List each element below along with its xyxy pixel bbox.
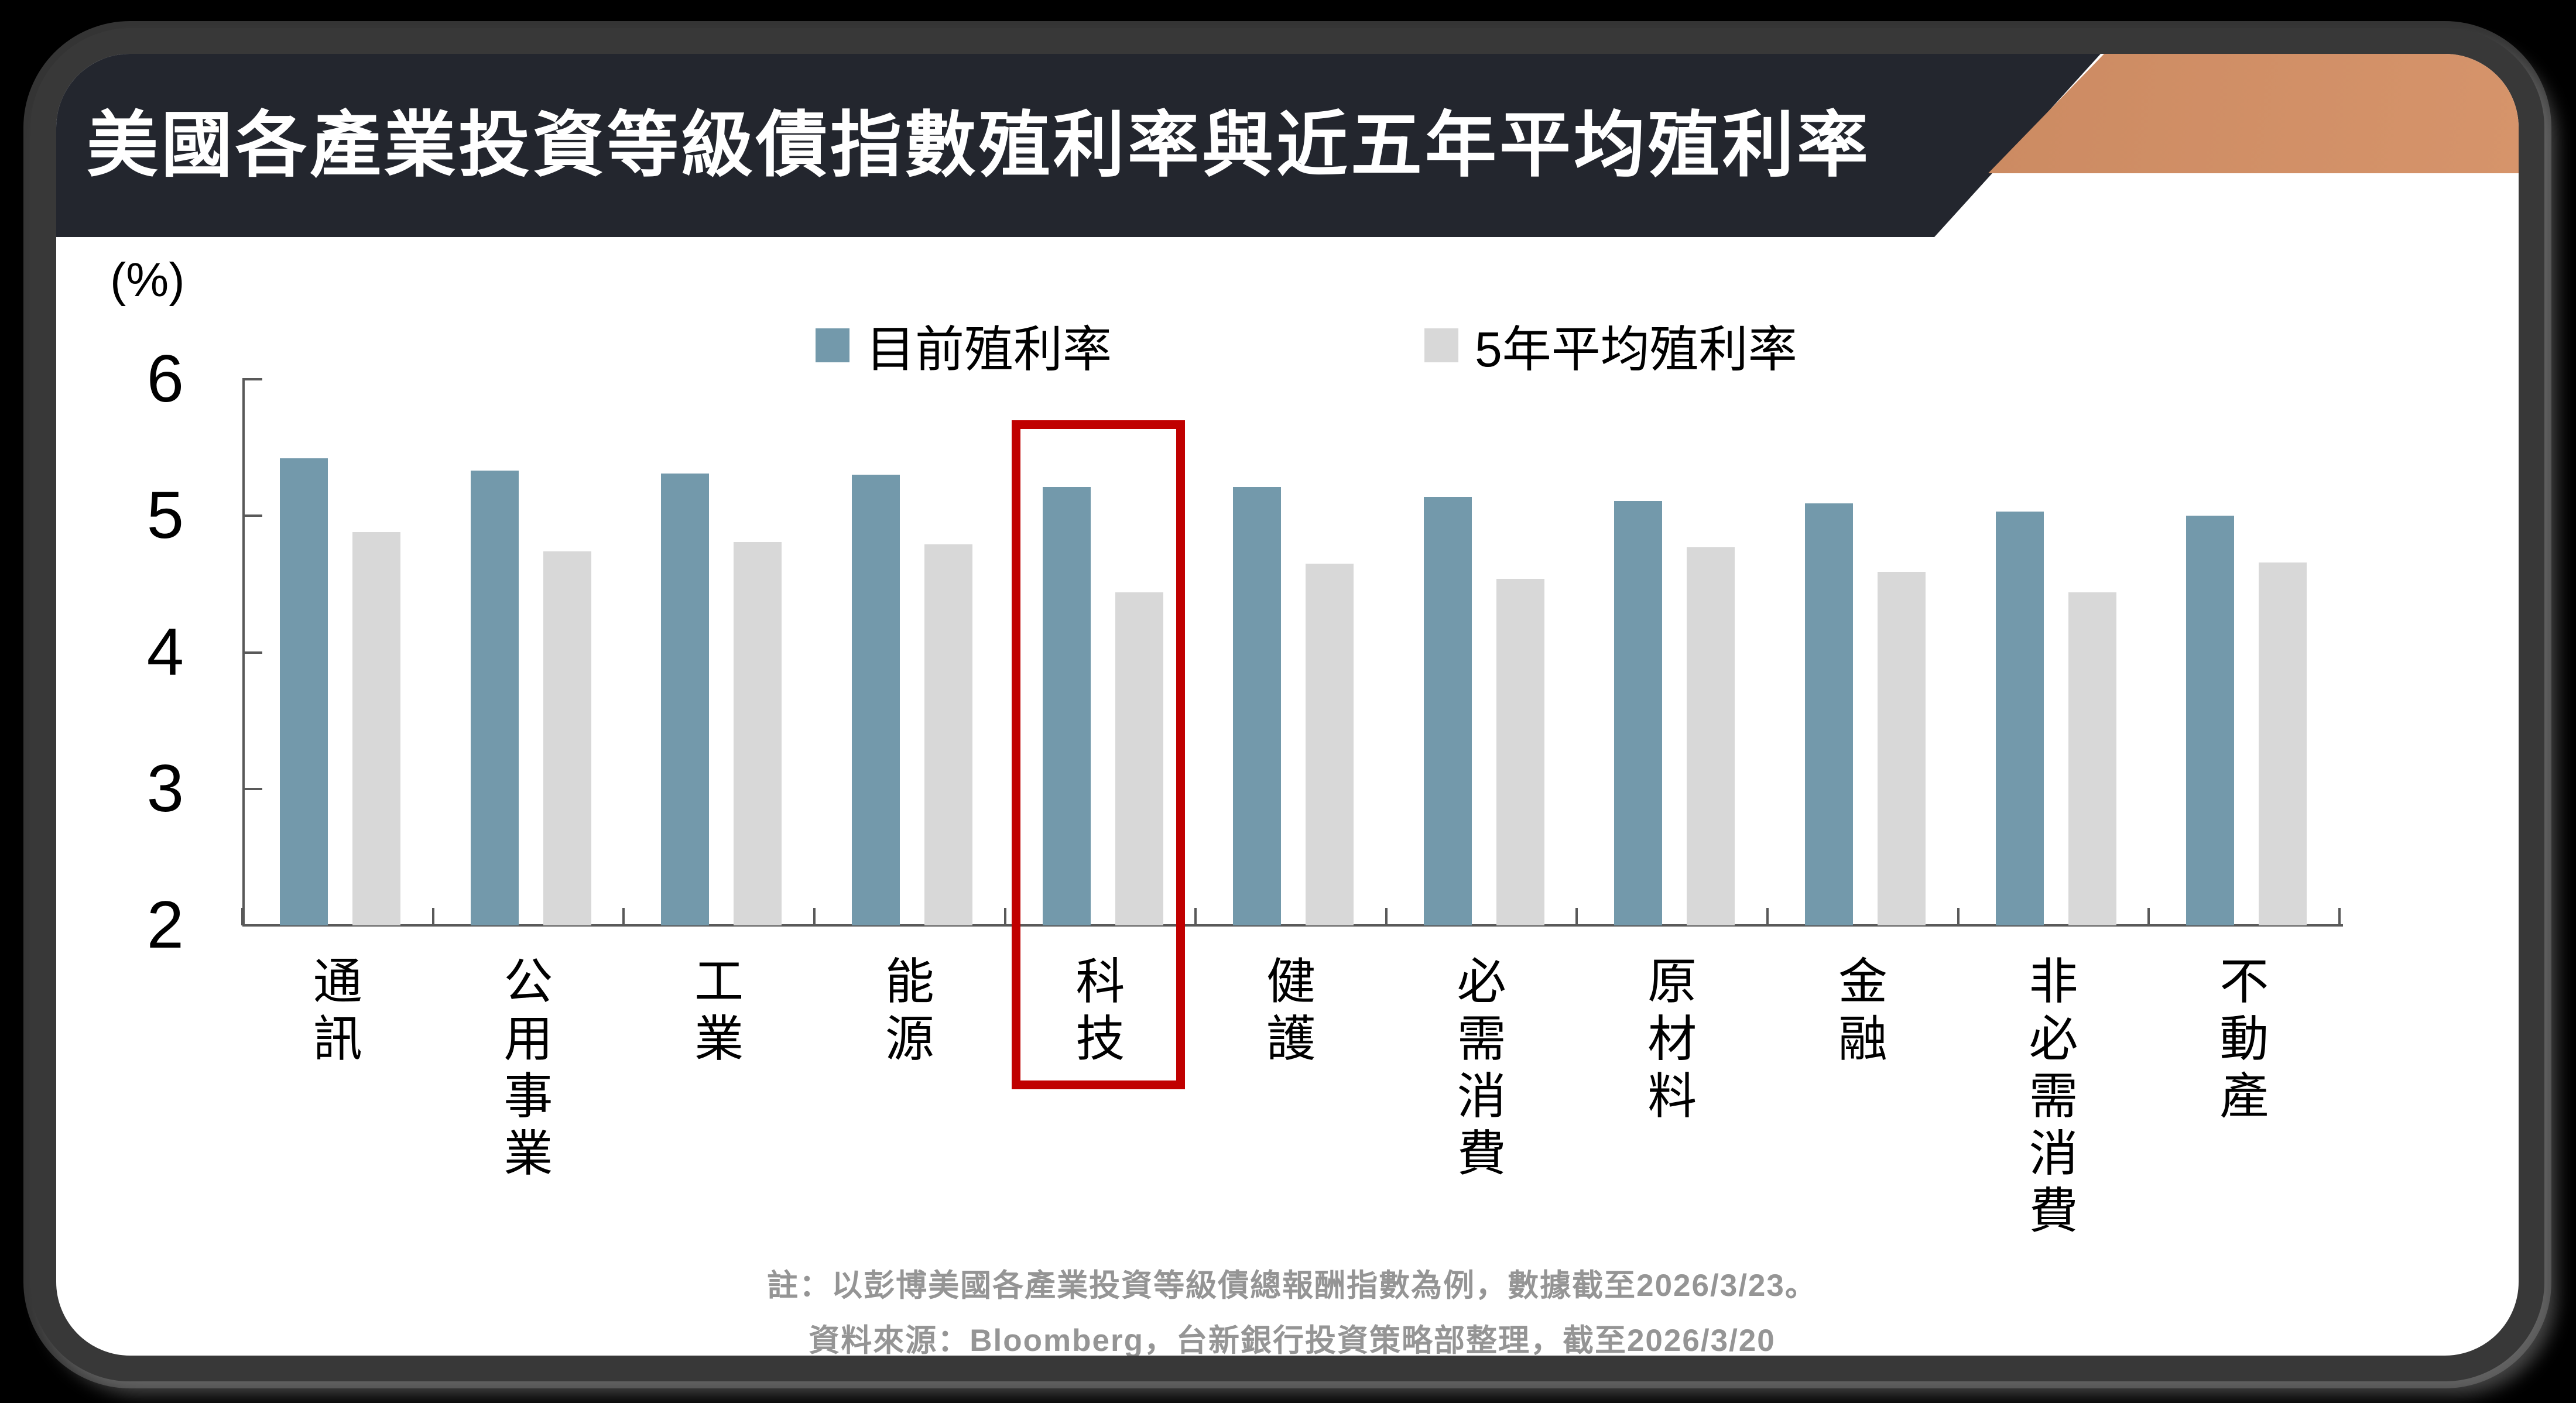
- current-yield-swatch-icon: [816, 328, 849, 362]
- x-axis-tick-7: [1575, 908, 1578, 925]
- plot-area: 2 3 4 5 6: [147, 344, 2343, 961]
- y-axis-label-2: 2: [146, 888, 184, 962]
- bar-5年平均殖利率-通訊: [352, 532, 400, 925]
- y-axis-tick-3: [242, 787, 262, 790]
- y-axis-tick-6: [242, 378, 262, 380]
- bar-目前殖利率-公用事業: [470, 471, 519, 925]
- category-label-健護: 健護: [1266, 954, 1316, 1066]
- bar-目前殖利率-工業: [661, 473, 710, 925]
- bar-目前殖利率-非必需消費: [1995, 512, 2044, 925]
- x-axis-tick-2: [622, 908, 625, 925]
- category-label-必需消費: 必需消費: [1457, 954, 1506, 1181]
- x-axis-tick-6: [1385, 908, 1388, 925]
- category-label-科技: 科技: [1075, 954, 1125, 1066]
- bar-5年平均殖利率-非必需消費: [2068, 592, 2116, 925]
- bar-目前殖利率-能源: [851, 475, 900, 925]
- bar-目前殖利率-通訊: [280, 458, 328, 925]
- bar-5年平均殖利率-不動產: [2259, 562, 2307, 925]
- avg-yield-swatch-icon: [1424, 328, 1458, 362]
- y-axis-label-4: 4: [146, 615, 184, 690]
- bar-5年平均殖利率-原材料: [1687, 547, 1735, 925]
- bar-5年平均殖利率-公用事業: [543, 551, 591, 925]
- y-axis-unit-label: (%): [110, 253, 185, 307]
- x-axis-tick-8: [1766, 908, 1769, 925]
- chart-note: 註：以彭博美國各產業投資等級債總報酬指數為例，數據截至2026/3/23。: [767, 1268, 1817, 1303]
- category-label-公用事業: 公用事業: [503, 954, 553, 1181]
- bar-目前殖利率-金融: [1805, 503, 1854, 925]
- x-axis-tick-3: [813, 908, 816, 925]
- header-band: 美國各產業投資等級債指數殖利率與近五年平均殖利率: [56, 54, 2101, 237]
- bar-5年平均殖利率-健護: [1306, 563, 1354, 925]
- bar-5年平均殖利率-金融: [1878, 571, 1926, 925]
- y-axis-label-6: 6: [146, 342, 184, 416]
- legend: 目前殖利率 5年平均殖利率: [56, 317, 2519, 377]
- category-label-工業: 工業: [694, 954, 744, 1066]
- x-axis-tick-11: [2338, 908, 2341, 925]
- x-axis-tick-0: [241, 908, 244, 925]
- bar-5年平均殖利率-能源: [924, 544, 972, 925]
- legend-label-avg-yield: 5年平均殖利率: [1475, 321, 1797, 377]
- x-axis-tick-5: [1194, 908, 1197, 925]
- legend-item-avg-yield: 5年平均殖利率: [1424, 317, 1797, 377]
- x-axis-tick-4: [1003, 908, 1006, 925]
- category-label-原材料: 原材料: [1647, 954, 1697, 1124]
- bar-5年平均殖利率-必需消費: [1496, 578, 1544, 925]
- category-axis-labels: 通訊 公用事業 工業 能源 科技 健護 必需消費 原材料 金融 非必需消費 不動產: [242, 953, 2339, 1327]
- data-source-note: 資料來源：Bloomberg，台新銀行投資策略部整理，截至2026/3/20: [809, 1323, 1776, 1358]
- page-title: 美國各產業投資等級債指數殖利率與近五年平均殖利率: [87, 105, 1871, 185]
- y-axis-label-3: 3: [146, 751, 184, 826]
- legend-label-current-yield: 目前殖利率: [866, 321, 1112, 377]
- category-label-通訊: 通訊: [313, 954, 362, 1066]
- bar-5年平均殖利率-工業: [734, 541, 782, 925]
- category-label-能源: 能源: [885, 954, 934, 1066]
- category-label-金融: 金融: [1838, 954, 1888, 1066]
- tech-highlight-box: [1012, 420, 1185, 1089]
- x-axis-tick-1: [431, 908, 434, 925]
- chart-card: 美國各產業投資等級債指數殖利率與近五年平均殖利率 (%) 目前殖利率 5年平均殖…: [30, 28, 2544, 1381]
- bar-目前殖利率-不動產: [2186, 516, 2235, 925]
- bar-目前殖利率-健護: [1233, 487, 1282, 925]
- category-label-不動產: 不動產: [2219, 954, 2269, 1124]
- bar-目前殖利率-科技: [1042, 487, 1091, 925]
- bar-目前殖利率-原材料: [1614, 500, 1663, 925]
- bar-目前殖利率-必需消費: [1423, 496, 1472, 925]
- x-axis: [242, 924, 2343, 927]
- category-label-非必需消費: 非必需消費: [2029, 954, 2078, 1239]
- x-axis-tick-9: [1957, 908, 1960, 925]
- y-axis-label-5: 5: [146, 478, 184, 553]
- y-axis-tick-4: [242, 651, 262, 654]
- legend-item-current-yield: 目前殖利率: [816, 317, 1112, 377]
- x-axis-tick-10: [2147, 908, 2150, 925]
- y-axis-tick-5: [242, 514, 262, 517]
- bar-5年平均殖利率-科技: [1115, 592, 1163, 925]
